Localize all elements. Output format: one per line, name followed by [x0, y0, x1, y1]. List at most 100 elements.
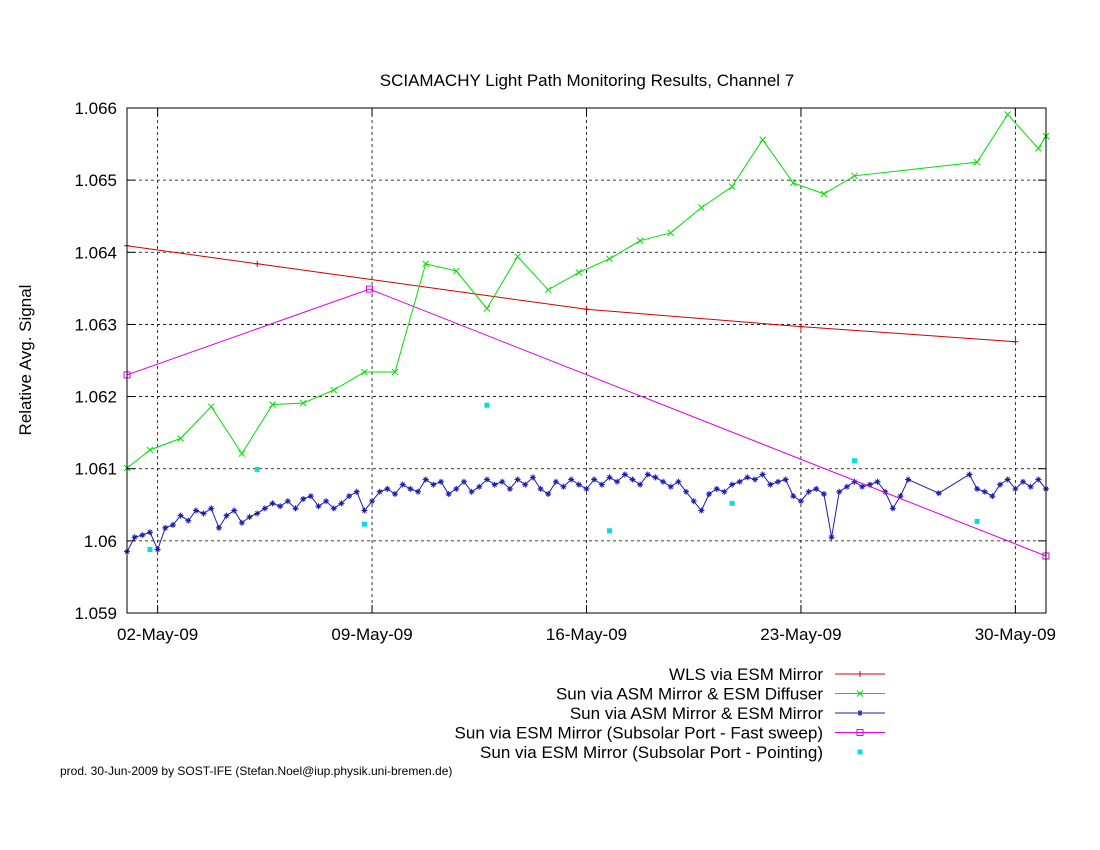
- data-point: [706, 490, 713, 497]
- data-point: [974, 518, 980, 524]
- data-point: [575, 481, 582, 488]
- data-point: [422, 476, 429, 483]
- data-point: [851, 172, 858, 180]
- data-point: [522, 481, 529, 488]
- data-point: [269, 401, 276, 408]
- y-tick-label: 1.066: [74, 99, 117, 118]
- data-point: [721, 488, 728, 495]
- data-point: [292, 505, 299, 512]
- data-point: [644, 471, 651, 478]
- data-point: [789, 179, 797, 187]
- legend-label: Sun via ASM Mirror & ESM Mirror: [570, 704, 823, 723]
- data-point: [629, 476, 636, 483]
- data-point: [575, 269, 583, 276]
- data-point: [154, 546, 161, 553]
- data-point: [437, 478, 444, 485]
- data-point: [652, 474, 659, 481]
- data-point: [529, 474, 536, 481]
- data-point: [797, 323, 804, 330]
- data-point: [583, 306, 590, 313]
- data-point: [399, 481, 406, 488]
- data-point: [453, 485, 460, 492]
- data-point: [330, 505, 337, 512]
- data-point: [683, 488, 690, 495]
- data-point: [392, 490, 399, 497]
- legend-item: Sun via ASM Mirror & ESM Diffuser: [556, 685, 885, 704]
- data-point: [476, 483, 483, 490]
- data-point: [828, 534, 835, 541]
- data-point: [813, 485, 820, 492]
- legend-label: Sun via ESM Mirror (Subsolar Port - Poin…: [480, 743, 823, 762]
- y-tick-label: 1.06: [84, 532, 117, 551]
- y-tick-label: 1.061: [74, 460, 117, 479]
- legend-marker: [857, 749, 863, 755]
- data-point: [376, 488, 383, 495]
- legend-marker: [857, 671, 863, 677]
- data-point: [973, 158, 981, 166]
- data-point: [882, 488, 889, 495]
- data-point: [759, 471, 766, 478]
- data-point: [905, 476, 912, 483]
- data-point: [231, 507, 238, 514]
- data-point: [460, 478, 467, 485]
- data-point: [330, 386, 338, 394]
- data-point: [506, 485, 513, 492]
- data-point: [147, 547, 153, 553]
- y-axis-ticks: 1.059 1.06 1.061 1.062 1.063 1.064 1.065 1.066: [74, 99, 1046, 623]
- data-point: [185, 517, 192, 524]
- series-wls-via-esm-mirror: [124, 242, 1019, 345]
- data-point: [315, 503, 322, 510]
- data-point: [537, 485, 544, 492]
- data-point: [698, 204, 705, 211]
- data-point: [820, 190, 828, 198]
- data-point: [974, 485, 981, 492]
- data-point: [514, 476, 521, 483]
- data-point: [859, 483, 866, 490]
- data-point: [491, 481, 498, 488]
- data-point: [751, 476, 758, 483]
- data-point: [238, 450, 246, 457]
- x-tick-label: 23-May-09: [760, 625, 841, 644]
- data-point: [361, 368, 368, 376]
- data-point: [591, 476, 598, 483]
- data-point: [636, 237, 644, 245]
- data-point: [552, 478, 559, 485]
- data-point: [544, 286, 552, 294]
- x-axis-ticks: 02-May-09 09-May-09 16-May-09 23-May-09 30-M…: [117, 108, 1056, 644]
- data-point: [208, 505, 215, 512]
- data-point: [729, 481, 736, 488]
- data-point: [307, 493, 314, 500]
- data-point: [192, 507, 199, 514]
- footer-note: prod. 30-Jun-2009 by SOST-IFE (Stefan.No…: [60, 764, 452, 778]
- data-point: [782, 476, 789, 483]
- y-tick-label: 1.063: [74, 315, 117, 334]
- data-point: [422, 260, 430, 268]
- data-point: [728, 183, 736, 190]
- chart-title: SCIAMACHY Light Path Monitoring Results,…: [380, 71, 795, 90]
- data-point: [1012, 338, 1019, 345]
- data-point: [254, 260, 261, 267]
- y-tick-label: 1.065: [74, 171, 117, 190]
- x-tick-label: 09-May-09: [331, 625, 412, 644]
- data-point: [323, 498, 330, 505]
- data-point: [366, 285, 374, 293]
- data-point: [300, 496, 307, 503]
- data-point: [177, 435, 184, 442]
- data-point: [606, 474, 613, 481]
- data-point: [637, 481, 644, 488]
- legend-label: Sun via ESM Mirror (Subsolar Port - Fast…: [455, 724, 823, 743]
- data-point: [583, 485, 590, 492]
- data-point: [484, 402, 490, 408]
- data-point: [843, 483, 850, 490]
- legend-marker: [857, 710, 863, 716]
- data-point: [407, 485, 414, 492]
- data-point: [246, 514, 253, 521]
- data-point: [897, 493, 904, 500]
- data-point: [667, 229, 675, 237]
- data-point: [1020, 478, 1027, 485]
- series-layer: [123, 111, 1050, 560]
- data-point: [353, 488, 360, 495]
- data-point: [736, 478, 743, 485]
- y-tick-label: 1.059: [74, 604, 117, 623]
